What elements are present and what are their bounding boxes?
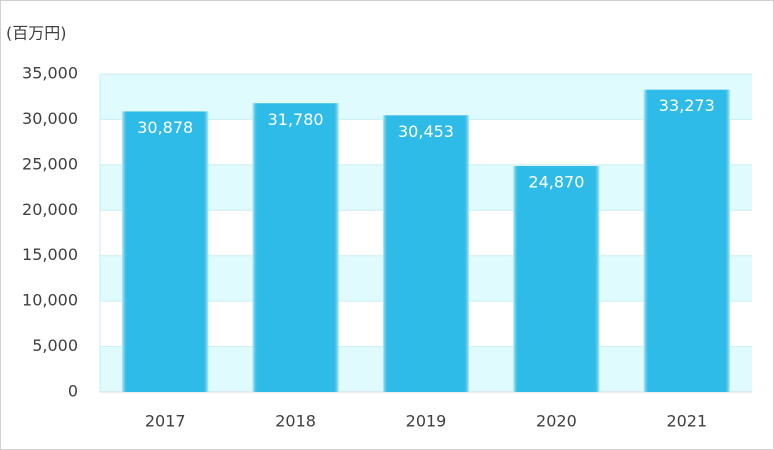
y-tick-label: 15,000 [22, 245, 78, 264]
bar-shade [252, 103, 339, 393]
x-tick-label: 2021 [666, 412, 707, 431]
value-label: 30,453 [398, 122, 454, 141]
x-tick-label: 2020 [536, 412, 577, 431]
x-tick-label: 2018 [275, 412, 316, 431]
y-tick-label: 35,000 [22, 64, 78, 83]
unit-label: (百万円) [6, 24, 67, 43]
x-tick-label: 2017 [145, 412, 186, 431]
bar-shade [643, 89, 730, 392]
value-label: 31,780 [268, 110, 324, 129]
y-tick-label: 30,000 [22, 109, 78, 128]
value-label: 30,878 [137, 118, 193, 137]
bar-shade [513, 166, 600, 392]
y-tick-label: 0 [68, 382, 78, 401]
y-tick-label: 20,000 [22, 200, 78, 219]
bar-shade [122, 111, 209, 392]
bar-shade [382, 115, 470, 392]
y-tick-label: 25,000 [22, 154, 78, 173]
y-tick-label: 10,000 [22, 291, 78, 310]
grid-band [100, 74, 752, 120]
value-label: 24,870 [528, 173, 584, 192]
value-label: 33,273 [659, 96, 715, 115]
x-tick-label: 2019 [406, 412, 447, 431]
y-tick-label: 5,000 [32, 336, 78, 355]
